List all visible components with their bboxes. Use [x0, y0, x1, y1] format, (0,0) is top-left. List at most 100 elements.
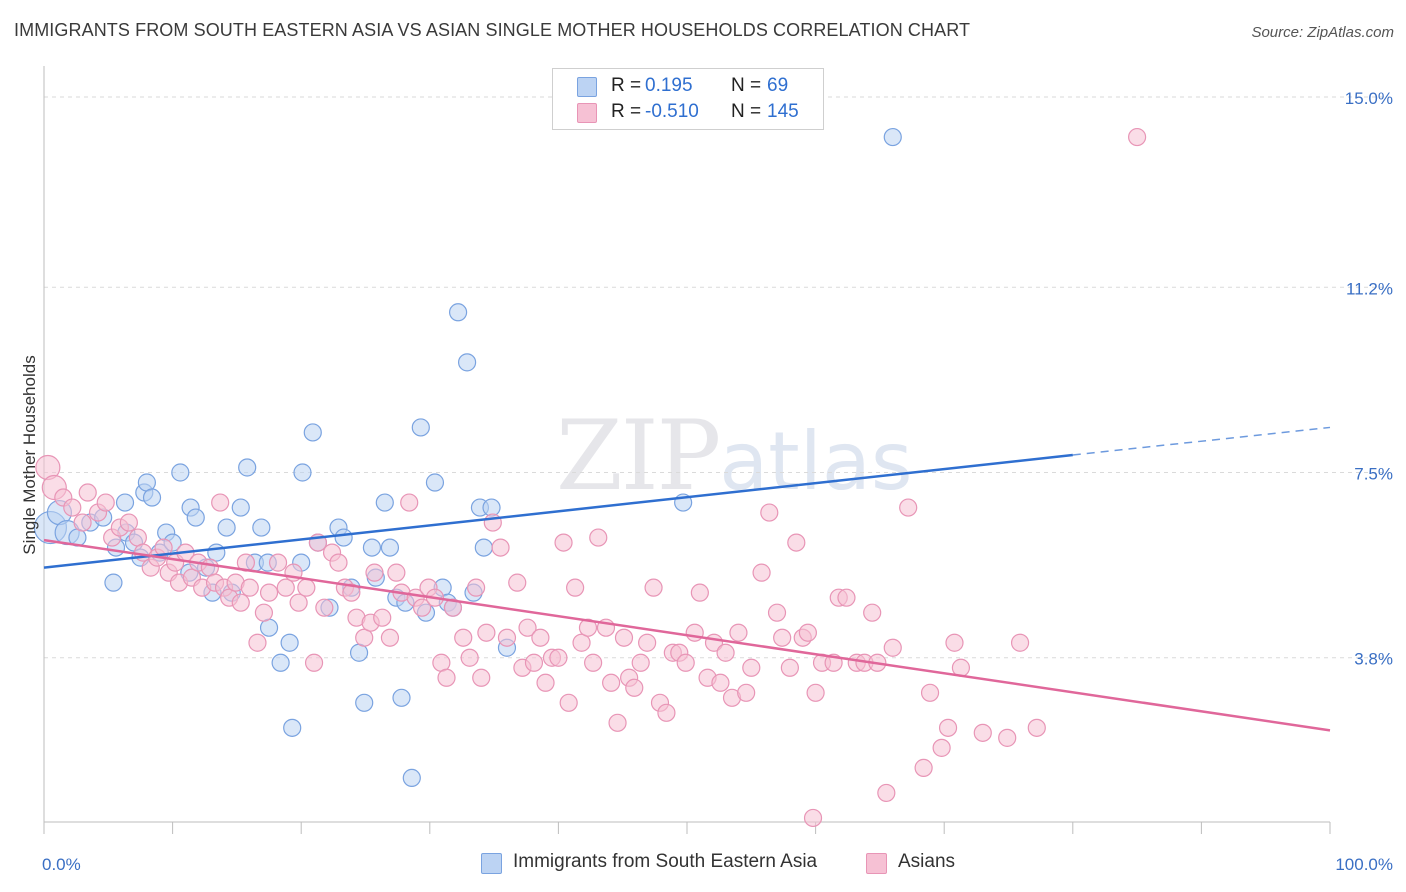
legend-swatch-pink [866, 853, 887, 874]
point-asians [806, 683, 825, 702]
legend-swatch-blue [481, 853, 502, 874]
point-asians [716, 643, 735, 662]
point-asians [644, 578, 663, 597]
legend-label: Immigrants from South Eastern Asia [513, 851, 818, 872]
point-asians [119, 513, 138, 532]
tick-labels: 3.8% 7.5% 11.2% 15.0% 0.0% 100.0% [42, 89, 1393, 874]
point-asians [899, 498, 918, 517]
point-asians [803, 808, 823, 828]
r-label: R = [611, 75, 642, 96]
watermark-atlas: atlas [719, 415, 913, 508]
point-asians [780, 658, 799, 677]
trend-line-asians [43, 538, 1331, 732]
point-asians [254, 603, 274, 622]
point-immigrants [375, 493, 394, 512]
point-asians [211, 493, 230, 512]
point-asians [863, 603, 882, 622]
point-asians [466, 578, 486, 597]
point-asians [711, 673, 730, 692]
point-immigrants [411, 418, 430, 437]
point-immigrants [380, 538, 400, 557]
point-asians [297, 578, 316, 597]
y-tick-label: 7.5% [1354, 465, 1393, 484]
legend-label: Asians [898, 851, 956, 872]
r-value: -0.510 [645, 101, 699, 122]
point-asians [837, 588, 856, 607]
point-asians [1010, 633, 1030, 652]
r-label: R = [611, 101, 642, 122]
point-asians [342, 583, 361, 602]
point-asians [1027, 718, 1046, 737]
point-immigrants [349, 643, 369, 662]
point-asians [460, 648, 479, 667]
point-immigrants [362, 538, 382, 557]
point-asians [742, 658, 761, 677]
point-asians [518, 618, 537, 637]
point-asians [477, 623, 496, 642]
watermark: ZIPatlas [556, 400, 913, 512]
point-asians [690, 583, 709, 602]
legend-swatch-blue [577, 77, 597, 97]
point-asians [531, 628, 550, 647]
point-immigrants [482, 498, 501, 517]
point-asians [443, 598, 463, 617]
point-immigrants [334, 528, 353, 547]
point-asians [491, 538, 510, 557]
point-asians [798, 623, 817, 642]
grid-lines [44, 96, 1390, 659]
point-asians [914, 758, 933, 777]
point-asians [387, 563, 406, 582]
point-asians [938, 718, 958, 737]
point-immigrants [104, 573, 123, 592]
trend-lines [43, 426, 1331, 732]
point-asians [96, 493, 115, 512]
point-asians [614, 628, 634, 647]
point-asians [549, 648, 568, 667]
correlation-legend: R = 0.195 N = 69 R = -0.510 N = 145 [552, 68, 824, 130]
watermark-zip: ZIP [556, 400, 721, 512]
point-asians [536, 673, 555, 692]
point-asians [883, 638, 902, 657]
point-asians [589, 528, 608, 547]
point-asians [787, 533, 806, 552]
source-credit: Source: ZipAtlas.com [1251, 24, 1394, 41]
point-immigrants [283, 718, 302, 737]
point-asians [240, 578, 259, 597]
point-asians [524, 653, 544, 672]
point-asians [554, 533, 573, 552]
point-asians [248, 633, 267, 652]
point-immigrants [883, 127, 902, 147]
point-asians [373, 608, 392, 627]
n-value: 69 [767, 75, 789, 96]
point-asians [773, 628, 792, 647]
point-immigrants [355, 693, 374, 712]
point-immigrants [392, 688, 411, 707]
y-tick-label: 11.2% [1346, 279, 1393, 298]
point-asians [276, 578, 295, 597]
point-asians [767, 603, 787, 622]
r-value: 0.195 [645, 75, 693, 96]
point-immigrants [217, 518, 236, 537]
point-asians [566, 578, 585, 597]
point-asians [380, 628, 400, 647]
point-asians [631, 653, 650, 672]
point-asians [412, 598, 432, 617]
n-label: N = [731, 75, 762, 96]
point-asians [602, 673, 621, 692]
axes [43, 66, 1331, 834]
point-immigrants [115, 493, 135, 512]
point-asians [973, 723, 992, 742]
point-asians [365, 563, 384, 582]
point-asians [454, 628, 473, 647]
point-asians [729, 623, 748, 642]
point-immigrants [271, 653, 290, 672]
point-asians [63, 498, 82, 517]
legend-swatch-pink [577, 103, 597, 123]
point-immigrants [448, 303, 468, 322]
point-asians [752, 563, 771, 582]
x-tick-label-end: 100.0% [1335, 855, 1393, 874]
point-immigrants [280, 633, 299, 652]
trend-line-immigrants-extension [1072, 426, 1331, 456]
y-tick-label: 15.0% [1345, 89, 1393, 108]
point-asians [200, 558, 219, 577]
